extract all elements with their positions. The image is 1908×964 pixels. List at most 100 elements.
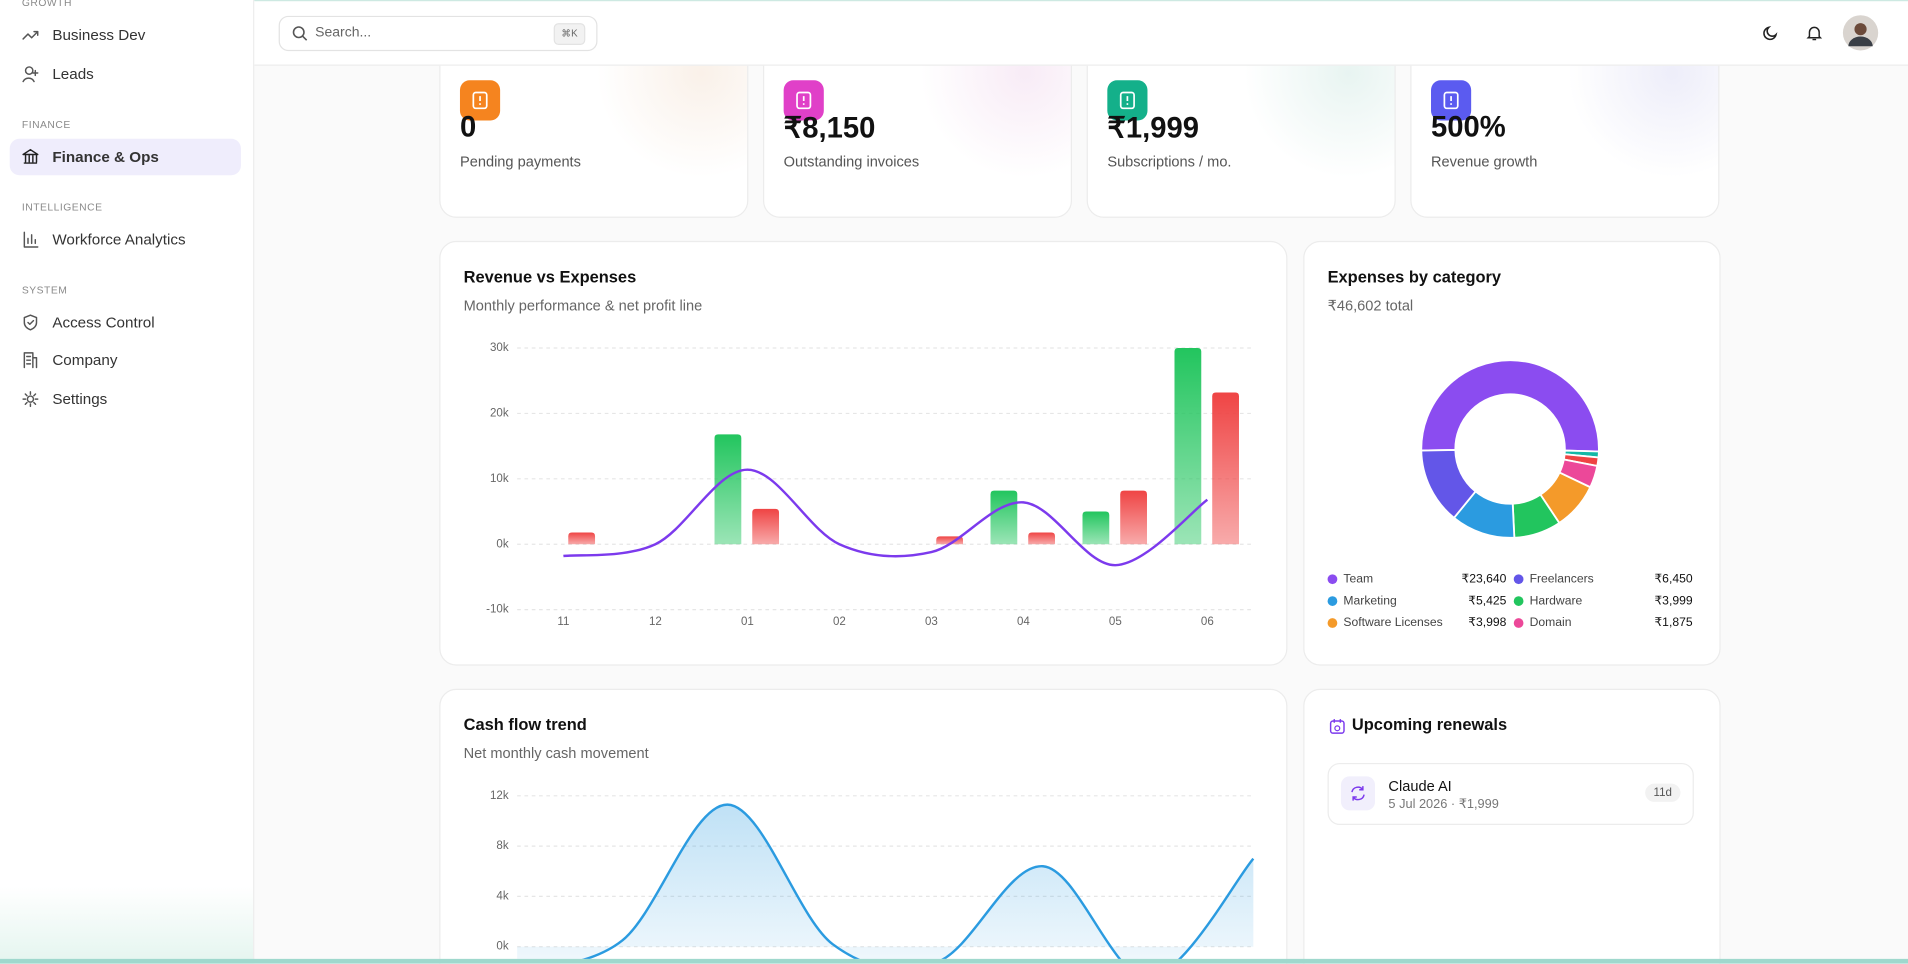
y-tick-label: -10k	[486, 604, 509, 616]
legend-swatch	[1513, 574, 1524, 585]
y-tick-label: 4k	[496, 890, 508, 902]
stat-card: ₹1,999 Subscriptions / mo.	[1086, 36, 1396, 218]
legend-label: Team	[1343, 571, 1373, 585]
nav-item[interactable]: Business Dev	[10, 17, 241, 54]
nav-icon	[22, 30, 39, 40]
legend-swatch	[1513, 618, 1524, 628]
nav-icon	[22, 148, 39, 164]
bar	[752, 508, 780, 545]
legend-label: Software Licenses	[1343, 615, 1442, 629]
stat-card: 500% Revenue growth	[1410, 36, 1720, 218]
x-tick-label: 02	[833, 616, 846, 628]
bar	[1212, 392, 1239, 545]
area-fill	[517, 804, 1254, 959]
section-label: INTELLIGENCE	[21, 200, 103, 213]
net-line	[563, 468, 1209, 567]
legend-value: ₹3,998	[1468, 615, 1506, 629]
renewal-badge: 11d	[1644, 783, 1681, 802]
donut-slice	[1420, 449, 1477, 520]
nav-label: Leads	[52, 65, 94, 83]
nav-item[interactable]: Settings	[10, 381, 241, 418]
section-label: FINANCE	[21, 118, 71, 131]
icon-path	[22, 148, 39, 164]
search-icon	[292, 26, 308, 41]
legend-swatch	[1327, 618, 1338, 628]
stat-icon	[1431, 80, 1472, 121]
y-tick-label: 0k	[496, 538, 508, 550]
bar	[1174, 348, 1202, 545]
renewal-icon	[1340, 776, 1376, 811]
y-tick-label: 0k	[496, 941, 508, 953]
y-tick-label: 12k	[490, 790, 509, 802]
legend-label: Domain	[1530, 615, 1572, 629]
nav-item[interactable]: Company	[10, 342, 241, 379]
x-tick-label: 06	[1201, 616, 1214, 628]
y-tick-label: 10k	[490, 473, 509, 485]
refresh-glyph	[1351, 786, 1365, 801]
renewal-item[interactable]: Claude AI 5 Jul 2026 · ₹1,999 11d	[1327, 762, 1694, 826]
icon-path	[22, 30, 39, 40]
stat-glyph	[472, 91, 488, 110]
nav-label: Finance & Ops	[52, 148, 159, 166]
nav-label: Workforce Analytics	[52, 231, 186, 249]
card-title: Upcoming renewals	[1351, 715, 1508, 734]
stat-icon	[1107, 80, 1148, 121]
legend-label: Freelancers	[1530, 571, 1594, 585]
stat-value: ₹8,150	[783, 111, 876, 145]
card-title: Revenue vs Expenses	[463, 267, 637, 286]
x-tick-label: 01	[741, 616, 754, 628]
x-tick-label: 11	[557, 616, 569, 628]
bottom-bar	[0, 958, 1908, 964]
section-label: SYSTEM	[21, 283, 68, 296]
card-title: Expenses by category	[1327, 267, 1502, 286]
nav-label: Settings	[52, 390, 108, 408]
nav-icon	[22, 391, 39, 408]
y-tick-label: 30k	[490, 342, 509, 354]
nav-icon	[23, 352, 38, 369]
nav-item[interactable]: Workforce Analytics	[10, 221, 241, 258]
stat-glyph	[796, 91, 812, 110]
legend-label: Hardware	[1530, 593, 1583, 607]
revenue-card: Revenue vs Expenses Monthly performance &…	[439, 240, 1288, 666]
stat-value: ₹1,999	[1107, 111, 1199, 145]
stat-icon	[459, 80, 501, 121]
card-subtitle: ₹46,602 total	[1327, 296, 1414, 314]
stat-card: 0 Pending payments	[439, 36, 749, 218]
stat-icon	[783, 80, 824, 121]
legend-swatch	[1327, 574, 1338, 585]
search-box[interactable]: Search... ⌘K	[278, 15, 598, 52]
x-tick-label: 03	[925, 616, 938, 628]
theme-toggle[interactable]	[1762, 24, 1779, 41]
avatar[interactable]	[1842, 15, 1879, 52]
nav-item[interactable]: Access Control	[10, 304, 241, 341]
nav-item[interactable]: Leads	[10, 56, 241, 93]
renewal-name: Claude AI	[1388, 777, 1452, 795]
icon-path	[23, 231, 39, 248]
legend-swatch	[1513, 596, 1524, 606]
card-subtitle: Net monthly cash movement	[463, 744, 649, 762]
y-tick-label: 8k	[496, 840, 508, 852]
renewal-detail: 5 Jul 2026 · ₹1,999	[1388, 797, 1499, 812]
cashflow-card: Cash flow trend Net monthly cash movement	[439, 688, 1288, 964]
icon-path	[22, 66, 39, 83]
legend-value: ₹23,640	[1462, 571, 1507, 585]
stat-label: Outstanding invoices	[783, 153, 920, 171]
notifications[interactable]	[1806, 24, 1823, 41]
nav-item[interactable]: Finance & Ops	[9, 138, 241, 176]
icon-path	[23, 314, 38, 331]
nav-label: Access Control	[52, 313, 155, 331]
x-tick-label: 12	[649, 616, 662, 628]
stat-label: Subscriptions / mo.	[1107, 153, 1232, 171]
x-tick-label: 04	[1017, 616, 1030, 628]
stat-value: 500%	[1431, 110, 1506, 144]
renewals-card: Upcoming renewals Claude AI 5 Jul 2026 · ₹…	[1303, 688, 1721, 964]
card-title: Cash flow trend	[463, 715, 587, 734]
cash-line	[581, 803, 1255, 959]
nav-icon	[22, 66, 39, 83]
stat-glyph	[1119, 91, 1135, 110]
section-label: GROWTH	[21, 0, 72, 9]
shortcut: ⌘K	[553, 23, 586, 46]
search-placeholder: Search...	[315, 25, 372, 41]
